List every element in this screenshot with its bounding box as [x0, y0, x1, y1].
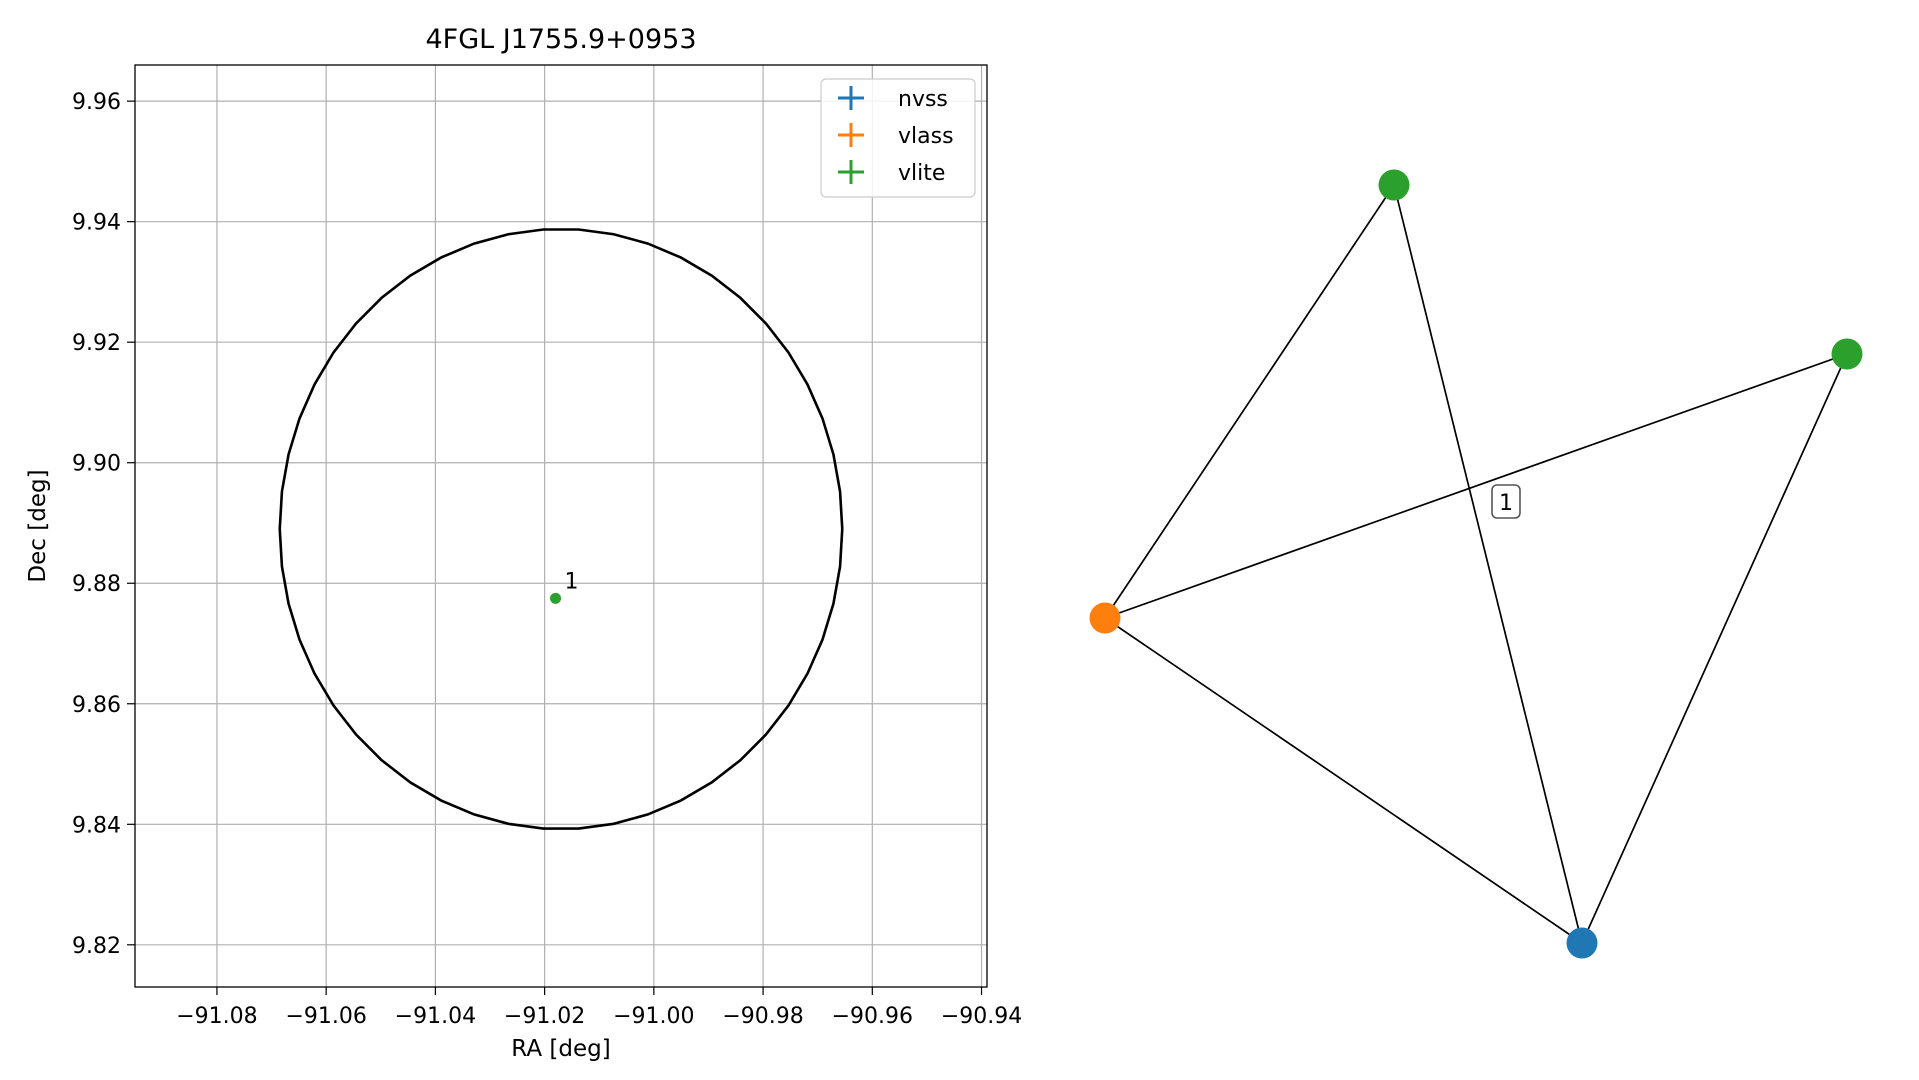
points-layer: 1: [550, 569, 579, 604]
y-tick-label: 9.96: [72, 90, 121, 115]
x-tick-label: −91.02: [504, 1004, 585, 1029]
edge: [1581, 353, 1848, 944]
x-tick-label: −91.08: [176, 1004, 257, 1029]
y-tick-label: 9.88: [72, 572, 121, 597]
y-tick-label: 9.84: [72, 813, 121, 838]
y-tick-label: 9.94: [72, 211, 121, 236]
edge-labels: 1: [1491, 484, 1521, 519]
edge-label: 1: [1499, 491, 1513, 516]
y-axis-label: Dec [deg]: [25, 469, 51, 582]
y-tick-label: 9.82: [72, 934, 121, 959]
x-tick-label: −90.98: [722, 1004, 803, 1029]
legend-box: [820, 78, 976, 198]
edge: [1104, 617, 1583, 944]
x-tick-label: −90.94: [941, 1004, 1022, 1029]
edges: [1104, 184, 1848, 944]
sky-scatter-plot: 1 −91.08 −91.06 −91.04 −91.02 −91.00 −90.98 −9…: [25, 24, 1022, 1062]
axes-frame: [134, 64, 988, 988]
x-axis-label: RA [deg]: [511, 1036, 610, 1062]
edge-label-box: [1491, 484, 1521, 519]
legend: nvss vlass vlite: [820, 78, 976, 198]
graph-node: [1378, 169, 1410, 201]
legend-label-nvss: nvss: [898, 87, 948, 112]
edge: [1393, 184, 1583, 944]
x-tick-label: −91.06: [285, 1004, 366, 1029]
graph-node: [1566, 927, 1598, 959]
grid: [135, 65, 987, 987]
y-tick-label: 9.92: [72, 331, 121, 356]
legend-label-vlite: vlite: [898, 161, 945, 186]
region-circle: [278, 228, 844, 830]
graph-node: [1089, 602, 1121, 634]
y-tick-label: 9.86: [72, 693, 121, 718]
edge: [1104, 353, 1848, 619]
edge: [1104, 184, 1395, 619]
chart-title: 4FGL J1755.9+0953: [425, 24, 696, 55]
data-point-vlite: [550, 592, 562, 604]
nodes: [1089, 169, 1863, 959]
point-label: 1: [565, 569, 579, 594]
network-graph: 1: [1089, 169, 1863, 959]
x-tick-label: −91.04: [395, 1004, 476, 1029]
x-tick-label: −90.96: [832, 1004, 913, 1029]
region-layer: [278, 228, 844, 830]
y-axis-ticks: 9.82 9.84 9.86 9.88 9.90 9.92 9.94 9.96: [72, 90, 135, 959]
y-tick-label: 9.90: [72, 452, 121, 477]
graph-node: [1831, 338, 1863, 370]
legend-label-vlass: vlass: [898, 124, 954, 149]
x-tick-label: −91.00: [613, 1004, 694, 1029]
x-axis-ticks: −91.08 −91.06 −91.04 −91.02 −91.00 −90.98 −90.…: [176, 987, 1022, 1029]
